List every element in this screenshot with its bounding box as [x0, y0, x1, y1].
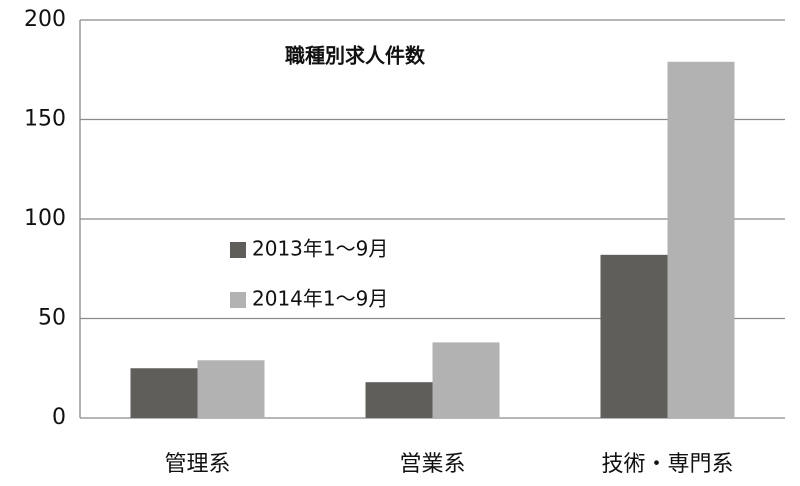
y-tick-label: 0 — [52, 405, 66, 430]
bar — [197, 360, 265, 418]
x-tick-label: 技術・専門系 — [601, 452, 733, 477]
bar — [600, 254, 668, 418]
x-tick-label: 管理系 — [164, 452, 230, 477]
y-tick-label: 100 — [24, 206, 66, 231]
y-tick-label: 150 — [24, 107, 66, 132]
bar — [365, 382, 433, 418]
y-tick-label: 50 — [38, 306, 66, 331]
bar — [432, 342, 500, 418]
bar — [667, 61, 735, 418]
x-tick-label: 営業系 — [399, 452, 465, 477]
legend-label: 2013年1～9月 — [252, 237, 388, 261]
y-tick-label: 200 — [24, 7, 66, 32]
bar — [130, 368, 198, 418]
legend-label: 2014年1～9月 — [252, 287, 388, 311]
legend-swatch — [230, 292, 246, 308]
legend-swatch — [230, 242, 246, 258]
chart-title: 職種別求人件数 — [285, 44, 426, 68]
